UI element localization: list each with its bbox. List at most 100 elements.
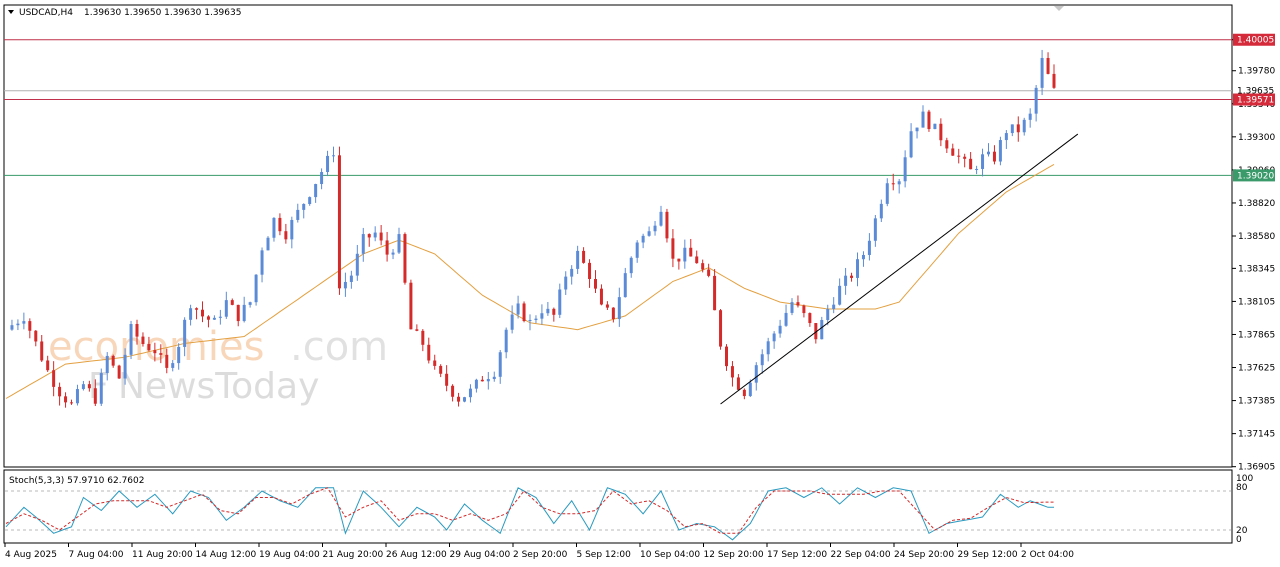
price-axis[interactable]: 1.400051.397801.395401.393001.390601.388…	[1232, 33, 1275, 473]
candle[interactable]	[647, 226, 651, 237]
candle[interactable]	[1046, 52, 1050, 75]
candle[interactable]	[725, 344, 728, 371]
candle[interactable]	[992, 145, 996, 165]
candle[interactable]	[421, 329, 425, 352]
candle[interactable]	[790, 298, 794, 316]
candle[interactable]	[117, 364, 121, 379]
main-pane[interactable]	[3, 4, 1233, 468]
candle[interactable]	[546, 302, 550, 316]
candle[interactable]	[159, 344, 163, 364]
candle[interactable]	[409, 279, 413, 330]
candle[interactable]	[99, 368, 103, 407]
candle[interactable]	[272, 217, 276, 242]
candle[interactable]	[379, 225, 383, 246]
candle[interactable]	[736, 374, 740, 391]
candle[interactable]	[808, 312, 812, 327]
candle[interactable]	[451, 384, 455, 402]
candle[interactable]	[981, 148, 985, 177]
candle[interactable]	[320, 168, 324, 190]
candle[interactable]	[1004, 130, 1008, 149]
candle[interactable]	[326, 150, 330, 177]
candle[interactable]	[343, 272, 347, 297]
candle[interactable]	[1010, 124, 1014, 137]
trendline[interactable]	[720, 133, 1079, 405]
candle[interactable]	[522, 301, 526, 323]
candle[interactable]	[397, 227, 401, 255]
candle[interactable]	[730, 361, 734, 387]
candle[interactable]	[93, 379, 97, 407]
candle[interactable]	[474, 378, 478, 393]
candle[interactable]	[713, 269, 717, 311]
candle[interactable]	[64, 392, 68, 408]
candle[interactable]	[552, 307, 556, 322]
candle[interactable]	[1022, 117, 1026, 136]
candle[interactable]	[689, 238, 693, 257]
candle[interactable]	[218, 309, 222, 325]
candle[interactable]	[814, 323, 818, 344]
candle[interactable]	[46, 355, 50, 372]
candle[interactable]	[891, 173, 895, 191]
candle[interactable]	[230, 298, 234, 306]
candle[interactable]	[897, 178, 901, 194]
candle[interactable]	[284, 223, 288, 244]
candle[interactable]	[861, 251, 865, 267]
candle[interactable]	[629, 256, 633, 278]
candle[interactable]	[70, 399, 73, 405]
candle[interactable]	[927, 109, 931, 132]
candle[interactable]	[498, 349, 502, 384]
candle[interactable]	[867, 233, 871, 261]
candle[interactable]	[969, 152, 973, 170]
candle[interactable]	[987, 143, 990, 157]
candle[interactable]	[308, 196, 312, 206]
candle[interactable]	[754, 362, 758, 391]
candle[interactable]	[909, 123, 913, 159]
candle[interactable]	[933, 123, 937, 130]
candles[interactable]	[10, 49, 1056, 408]
candle[interactable]	[588, 259, 592, 288]
candle[interactable]	[123, 348, 127, 385]
candle[interactable]	[605, 301, 609, 311]
candle[interactable]	[492, 371, 496, 382]
candle[interactable]	[81, 380, 85, 391]
candle[interactable]	[683, 239, 687, 269]
candle[interactable]	[302, 203, 306, 219]
candle[interactable]	[653, 220, 657, 236]
candle[interactable]	[528, 314, 532, 331]
shift-marker-icon[interactable]	[1054, 6, 1064, 11]
candle[interactable]	[433, 354, 437, 370]
candle[interactable]	[957, 148, 961, 164]
candle[interactable]	[635, 240, 639, 263]
candle[interactable]	[975, 165, 979, 175]
candle[interactable]	[224, 291, 228, 319]
candle[interactable]	[998, 136, 1002, 166]
candle[interactable]	[748, 379, 752, 398]
candle[interactable]	[248, 301, 252, 308]
candle[interactable]	[945, 137, 949, 154]
candle[interactable]	[480, 376, 484, 382]
candle[interactable]	[463, 396, 466, 403]
candle[interactable]	[373, 226, 377, 242]
candle[interactable]	[504, 327, 508, 359]
candle[interactable]	[332, 146, 335, 163]
candle[interactable]	[742, 388, 746, 400]
candle[interactable]	[844, 267, 848, 295]
candle[interactable]	[540, 304, 544, 325]
candle[interactable]	[147, 336, 151, 352]
candle[interactable]	[391, 249, 395, 260]
candle[interactable]	[885, 178, 889, 207]
candle[interactable]	[665, 208, 669, 243]
candle[interactable]	[510, 305, 514, 334]
candle[interactable]	[87, 380, 91, 392]
candle[interactable]	[183, 317, 187, 357]
candle[interactable]	[75, 384, 79, 406]
candle[interactable]	[1028, 108, 1032, 128]
candle[interactable]	[939, 118, 943, 147]
candle[interactable]	[617, 287, 621, 327]
candle[interactable]	[212, 315, 216, 320]
candle[interactable]	[534, 315, 538, 324]
candle[interactable]	[778, 319, 782, 338]
candle[interactable]	[445, 365, 449, 392]
candle[interactable]	[570, 265, 574, 285]
candle[interactable]	[951, 143, 955, 156]
